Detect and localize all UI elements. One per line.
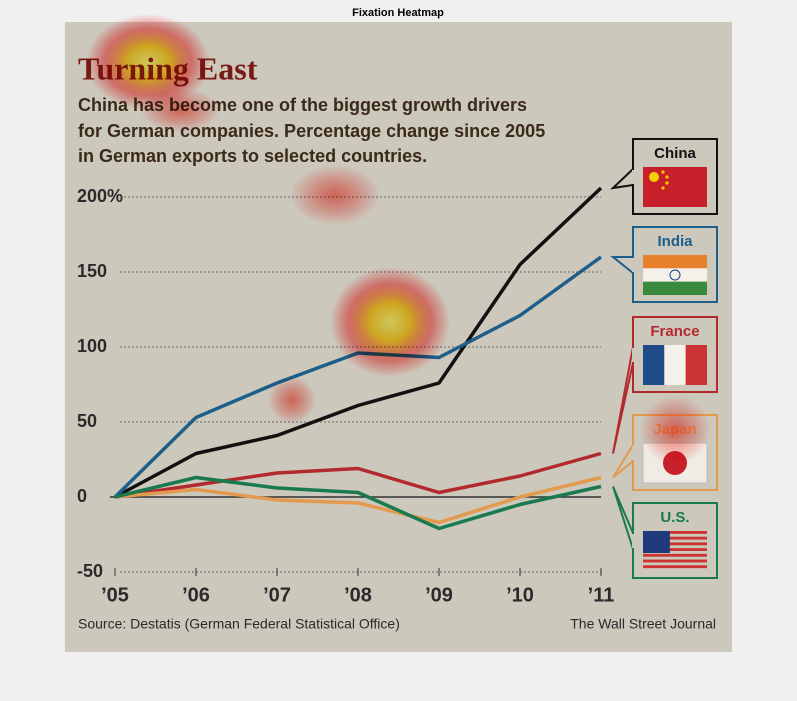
flag-stripe	[643, 559, 707, 563]
flag-band	[643, 281, 707, 295]
flag-band	[643, 345, 665, 385]
legend-label: France	[650, 323, 699, 340]
x-tick-label: ’11	[588, 584, 615, 606]
series-line	[114, 475, 602, 525]
y-tick-label: 50	[77, 411, 97, 431]
legend: ChinaIndiaFranceJapanU.S.	[610, 138, 718, 579]
subtitle-line: in German exports to selected countries.	[78, 146, 427, 166]
flag-band	[643, 268, 707, 282]
fixation-blob	[86, 14, 210, 110]
y-tick-label: 100	[77, 336, 107, 356]
legend-pointer-cover	[632, 170, 635, 184]
fixation-blob	[640, 395, 710, 465]
fixation-blob	[140, 88, 220, 132]
fixation-blob	[330, 267, 450, 377]
legend-pointer	[612, 346, 634, 454]
fixation-blob	[268, 376, 316, 424]
flag-star	[665, 181, 669, 185]
credit: The Wall Street Journal	[570, 616, 716, 632]
flag-wheel	[669, 269, 681, 281]
legend-label: India	[657, 233, 693, 250]
legend-pointer	[612, 486, 634, 550]
y-tick-label: 200%	[77, 186, 123, 206]
legend-pointer	[610, 256, 634, 274]
flag-band	[643, 255, 707, 269]
heatmap	[86, 14, 710, 465]
series-line	[114, 475, 602, 531]
flag	[643, 255, 707, 295]
legend-pointer-cover	[632, 534, 635, 548]
flag-star	[661, 170, 665, 174]
subtitle-line: for German companies. Percentage change …	[78, 121, 545, 141]
flag-star	[661, 186, 665, 190]
flag-canton	[643, 531, 670, 553]
flag	[643, 531, 707, 569]
y-tick-label: 0	[77, 486, 87, 506]
flag-band	[685, 345, 707, 385]
flag-stripe	[643, 548, 707, 551]
flag-star	[665, 175, 669, 179]
legend-label: China	[654, 145, 696, 162]
legend-pointer	[610, 168, 634, 190]
plot: -50 0 50 100 150 200% ’05 ’06 ’07 ’08 ’09 ’10 ’11	[77, 186, 614, 607]
y-tick-label: 150	[77, 261, 107, 281]
flag-stripe	[643, 542, 707, 546]
legend-pointer	[612, 444, 634, 479]
x-tick-label: ’08	[344, 584, 372, 606]
x-tick-label: ’09	[425, 584, 453, 606]
flag-stripe	[643, 536, 707, 540]
flag-star	[649, 172, 659, 182]
flag-stripe	[643, 531, 707, 534]
x-tick-label: ’07	[263, 584, 291, 606]
legend-label: U.S.	[660, 509, 689, 526]
x-tick-label: ’05	[101, 584, 129, 606]
source: Source: Destatis (German Federal Statist…	[78, 616, 400, 632]
flag-stripe	[643, 553, 707, 557]
x-tick-label: ’10	[506, 584, 534, 606]
y-tick-label: -50	[77, 561, 103, 581]
flag	[643, 345, 707, 385]
figure-title: Fixation Heatmap	[352, 7, 444, 19]
flag-stripe	[643, 565, 707, 569]
flag-band	[664, 345, 686, 385]
series-line	[114, 186, 603, 499]
flag	[643, 167, 707, 207]
legend-pointer-cover	[632, 348, 635, 362]
x-tick-label: ’06	[182, 584, 210, 606]
legend-pointer-cover	[632, 446, 635, 460]
legend-pointer-cover	[632, 258, 635, 272]
fixation-blob	[290, 165, 380, 225]
series-line	[114, 451, 602, 499]
